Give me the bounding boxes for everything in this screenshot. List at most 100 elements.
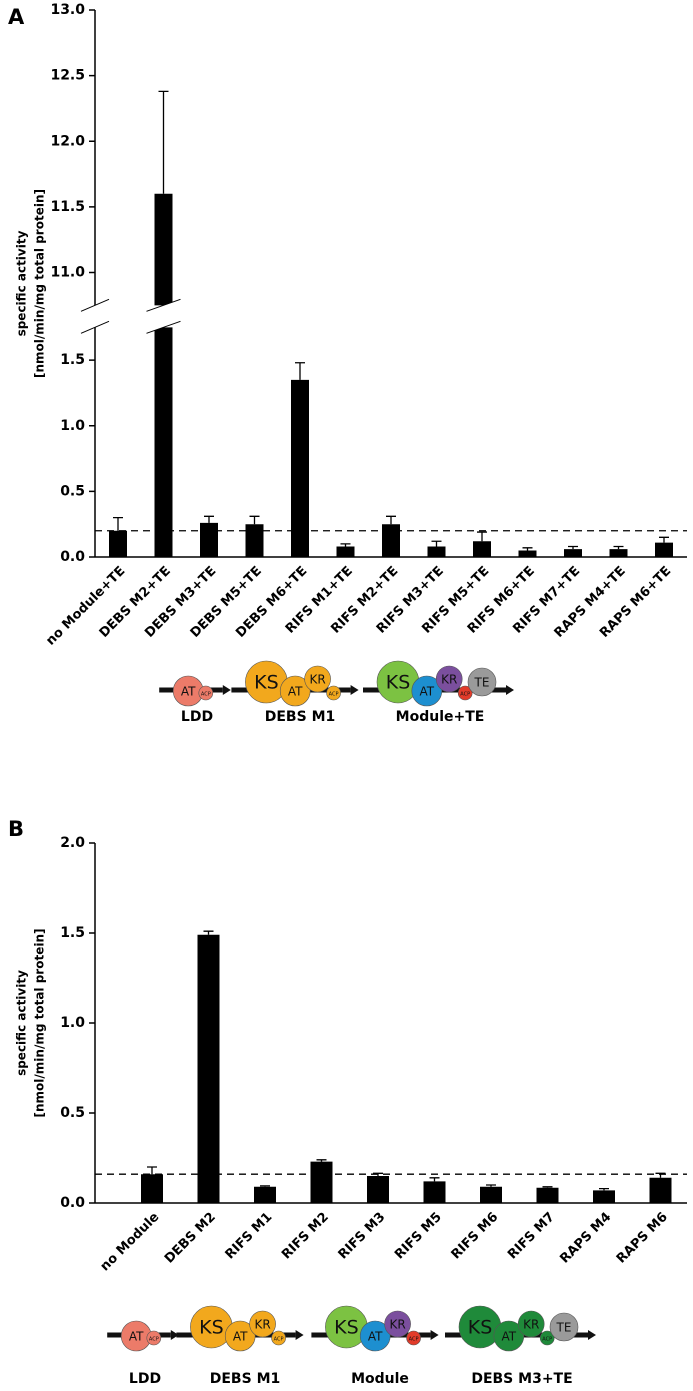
bar bbox=[655, 542, 673, 557]
bar bbox=[197, 934, 220, 1203]
domain-circle bbox=[384, 1310, 411, 1338]
bar bbox=[141, 1174, 163, 1203]
error-bar bbox=[113, 516, 123, 531]
y-tick-label: 1.5 bbox=[60, 352, 85, 368]
bar bbox=[518, 550, 537, 557]
domain-circle bbox=[326, 685, 341, 701]
domain-label: KR bbox=[441, 673, 457, 687]
domain-label: AT bbox=[368, 1330, 383, 1344]
linker-arrow bbox=[170, 1330, 179, 1340]
x-tick-label: RIFS M1 bbox=[223, 1210, 276, 1263]
domain-label: KS bbox=[468, 1317, 493, 1339]
error-bar bbox=[316, 1159, 327, 1162]
bar bbox=[593, 1190, 615, 1203]
y-tick-label: 0.0 bbox=[60, 549, 85, 565]
bar bbox=[310, 1161, 333, 1203]
error-bar bbox=[659, 536, 669, 543]
error-bar bbox=[431, 540, 442, 547]
axis-break-gap bbox=[81, 299, 109, 334]
schematic-label: DEBS M1 bbox=[265, 709, 336, 725]
schematic-label: DEBS M1 bbox=[210, 1371, 281, 1387]
x-tick-label: RIFS M3 bbox=[336, 1210, 389, 1263]
y-axis-label: [nmol/min/mg total protein] bbox=[33, 189, 47, 378]
bar bbox=[200, 522, 218, 557]
error-bar bbox=[486, 1184, 496, 1187]
x-tick-label: no Module bbox=[98, 1210, 163, 1275]
domain-circle bbox=[249, 1310, 276, 1338]
axis-break-mark bbox=[146, 320, 181, 334]
domain-label: KR bbox=[523, 1318, 539, 1332]
panel-label: A bbox=[8, 5, 25, 29]
y-tick-label: 1.5 bbox=[60, 925, 85, 941]
x-tick-label: DEBS M2 bbox=[162, 1210, 219, 1267]
bar bbox=[245, 524, 264, 557]
domain-circle bbox=[224, 1320, 256, 1352]
bar bbox=[423, 1181, 446, 1203]
domain-label: AT bbox=[288, 685, 303, 699]
error-bar bbox=[477, 531, 487, 542]
schematic-label: LDD bbox=[129, 1371, 161, 1387]
x-tick-label: RIFS M6 bbox=[449, 1210, 502, 1263]
error-bar bbox=[340, 543, 351, 547]
bar bbox=[564, 549, 582, 557]
domain-circle bbox=[435, 665, 463, 693]
error-bar bbox=[203, 930, 214, 935]
error-bar bbox=[249, 515, 260, 525]
y-axis-label: [nmol/min/mg total protein] bbox=[33, 929, 47, 1118]
x-tick-label: RIFS M2 bbox=[279, 1210, 332, 1263]
domain-circle bbox=[493, 1320, 525, 1352]
error-bar bbox=[158, 90, 169, 194]
axis-break-gap bbox=[146, 299, 181, 334]
domain-label: AT bbox=[233, 1330, 248, 1344]
domain-circle bbox=[198, 685, 214, 701]
schematic-label: Module+TE bbox=[396, 709, 485, 725]
error-bar bbox=[613, 545, 624, 550]
domain-circle bbox=[406, 1330, 421, 1346]
domain-circle bbox=[279, 675, 311, 707]
domain-circle bbox=[467, 667, 497, 697]
bar bbox=[609, 549, 628, 557]
y-tick-label: 13.0 bbox=[50, 2, 85, 18]
domain-label: AT bbox=[419, 685, 434, 699]
domain-circle bbox=[304, 665, 331, 693]
error-bar bbox=[599, 1187, 609, 1191]
domain-label: TE bbox=[556, 1321, 572, 1335]
domain-label: ACP bbox=[460, 692, 470, 698]
bar bbox=[367, 1176, 389, 1203]
domain-label: ACP bbox=[149, 1337, 159, 1343]
domain-label: KS bbox=[386, 672, 411, 694]
bar bbox=[291, 379, 309, 557]
bar bbox=[473, 541, 491, 557]
bar bbox=[480, 1186, 502, 1203]
domain-label: ACP bbox=[542, 1337, 552, 1343]
domain-label: KR bbox=[254, 1318, 270, 1332]
error-bar bbox=[568, 545, 578, 550]
error-bar bbox=[542, 1186, 553, 1188]
domain-circle bbox=[539, 1330, 555, 1346]
domain-label: KS bbox=[334, 1317, 359, 1339]
domain-label: KS bbox=[199, 1317, 224, 1339]
domain-label: TE bbox=[474, 676, 490, 690]
bar bbox=[536, 1187, 559, 1203]
error-bar bbox=[386, 515, 396, 525]
y-axis-label: specific activity bbox=[15, 970, 29, 1076]
error-bar bbox=[522, 547, 533, 551]
schematic-label: DEBS M3+TE bbox=[471, 1371, 572, 1387]
domain-circle bbox=[146, 1330, 162, 1346]
axis-break-mark bbox=[80, 298, 110, 312]
x-tick-label: RIFS M7 bbox=[505, 1210, 558, 1263]
domain-label: ACP bbox=[274, 1337, 284, 1343]
domain-label: ACP bbox=[329, 692, 339, 698]
domain-label: AT bbox=[129, 1330, 144, 1344]
domain-label: KR bbox=[389, 1318, 405, 1332]
x-tick-label: RAPS M4 bbox=[557, 1210, 614, 1267]
y-tick-label: 12.0 bbox=[50, 133, 85, 149]
y-tick-label: 12.5 bbox=[50, 68, 85, 84]
linker-arrow bbox=[430, 1330, 439, 1340]
linker-arrow bbox=[222, 685, 231, 695]
error-bar bbox=[147, 1166, 157, 1175]
domain-label: KR bbox=[309, 673, 325, 687]
bar bbox=[154, 193, 173, 557]
bar bbox=[109, 530, 127, 557]
axis-break-mark bbox=[80, 320, 110, 334]
